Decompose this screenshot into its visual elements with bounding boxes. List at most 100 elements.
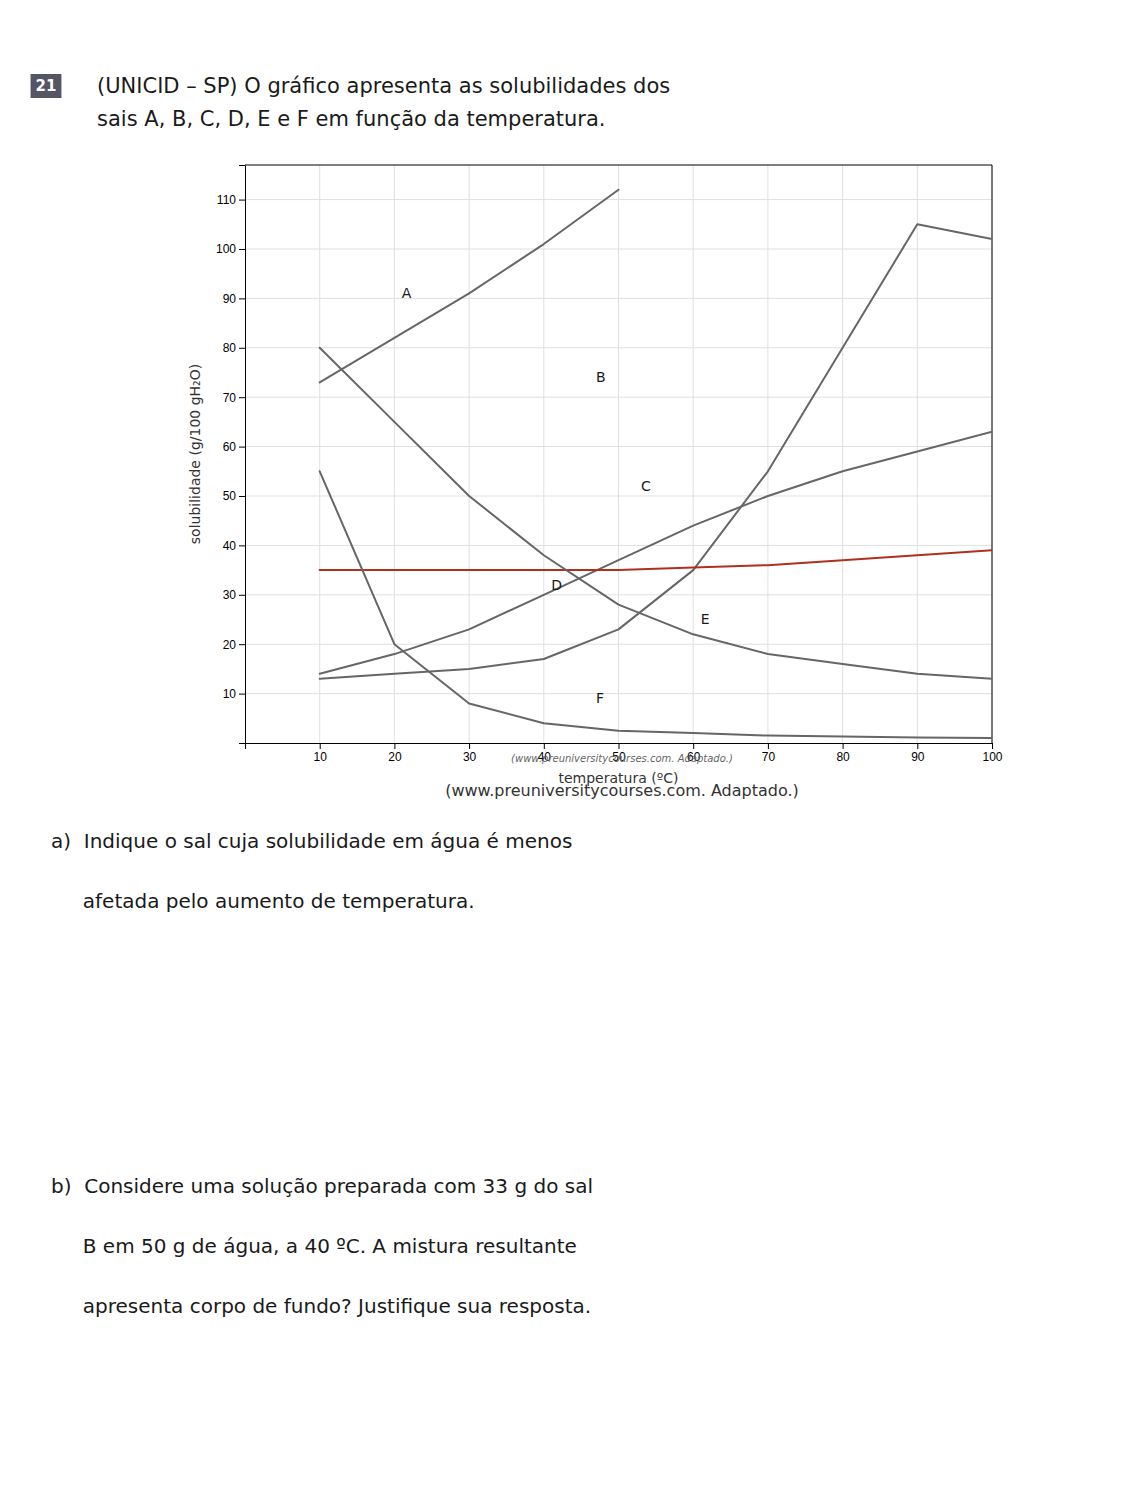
source: (www.preuniversitycourses.com. Adaptado.… — [511, 753, 733, 764]
tick-label: 80 — [836, 750, 850, 764]
tick: 80 — [223, 341, 245, 355]
tick: 20 — [223, 638, 245, 652]
lines — [320, 190, 992, 738]
source: (www.preuniversitycourses.com. Adaptado.… — [445, 781, 799, 800]
tick-label: 50 — [223, 489, 237, 503]
frame-line — [992, 165, 993, 743]
tick-label: 100 — [216, 242, 236, 256]
tick: 110 — [217, 193, 245, 207]
grid-line-x — [543, 165, 544, 743]
axis-line — [246, 744, 993, 750]
tick-label: 70 — [762, 750, 776, 764]
grid-line-y — [245, 644, 992, 645]
curve-label: E — [701, 611, 710, 627]
tick-label: 10 — [314, 750, 328, 764]
tick-label: 20 — [223, 638, 237, 652]
tick-label: 20 — [388, 750, 402, 764]
tick: 10 — [223, 687, 245, 701]
number-box-bg — [31, 74, 62, 98]
curve-label: B — [596, 369, 606, 385]
curve-label: F — [596, 690, 604, 706]
tick-mark — [239, 298, 245, 299]
tick-mark — [239, 545, 245, 546]
curve-labels: A B C D E F — [402, 285, 710, 706]
tick-mark — [239, 644, 245, 645]
tick: 30 — [463, 743, 477, 764]
y-axis: 10 20 30 40 50 60 70 80 90 100 110 — [216, 166, 246, 744]
grid-line-x — [917, 165, 918, 743]
tick-mark — [768, 743, 769, 749]
grid-line-y — [245, 495, 992, 496]
tick: 90 — [223, 292, 245, 306]
tick-mark — [239, 595, 245, 596]
grid-line-x — [693, 165, 694, 743]
title: sais A, B, C, D, E e F em função da temp… — [97, 107, 606, 131]
grid-line-y — [245, 347, 992, 348]
line — [320, 432, 992, 674]
grid-line-y — [245, 397, 992, 398]
tick-mark — [992, 743, 993, 749]
tick: 30 — [223, 588, 245, 602]
tick-mark — [469, 743, 470, 749]
grid-line-y — [245, 693, 992, 694]
tick: 100 — [982, 743, 1002, 764]
tick-label: 60 — [223, 440, 237, 454]
line — [320, 190, 619, 383]
grid-line-x — [767, 165, 768, 743]
grid-line-y — [245, 298, 992, 299]
curve-label: A — [402, 285, 412, 301]
grid-line-y — [245, 199, 992, 200]
tick-label: 110 — [217, 193, 236, 207]
tick: 60 — [223, 440, 245, 454]
tick-mark — [544, 743, 545, 749]
tick-mark — [917, 743, 918, 749]
tick-mark — [843, 743, 844, 749]
tick: 100 — [216, 242, 245, 256]
tick-label: 70 — [223, 391, 237, 405]
tick: 40 — [223, 539, 245, 553]
tick-mark — [239, 397, 245, 398]
question: b) Considere uma solução preparada com 3… — [51, 1174, 593, 1198]
tick-label: 30 — [223, 588, 237, 602]
tick-label: 90 — [911, 750, 925, 764]
grid-line-x — [618, 165, 619, 743]
curve-label: C — [641, 478, 651, 494]
tick: 90 — [911, 743, 925, 764]
grid-line-x — [469, 165, 470, 743]
grid-line-x — [394, 165, 395, 743]
grid-line-y — [245, 545, 992, 546]
tick-mark — [239, 694, 245, 695]
grid-line-x — [319, 165, 320, 743]
curve-label: D — [551, 577, 562, 593]
x-axis: 102030405060708090100 — [246, 743, 1003, 764]
axis-line — [239, 166, 246, 744]
tick-mark — [693, 743, 694, 749]
title: (UNICID – SP) O gráfico apresenta as sol… — [97, 74, 670, 98]
grid — [245, 165, 992, 743]
grid-line-y — [245, 446, 992, 447]
tick-mark — [320, 743, 321, 749]
tick: 80 — [836, 743, 850, 764]
tick: 10 — [314, 743, 328, 764]
line — [320, 348, 992, 679]
question: B em 50 g de água, a 40 ºC. A mistura re… — [51, 1234, 577, 1258]
tick-mark — [239, 447, 245, 448]
grid-line-y — [245, 248, 992, 249]
tick-mark — [239, 496, 245, 497]
tick: 70 — [762, 743, 776, 764]
grid-line-y — [245, 594, 992, 595]
line — [320, 224, 992, 678]
tick: 70 — [223, 391, 245, 405]
tick-label: 100 — [982, 750, 1002, 764]
question: apresenta corpo de fundo? Justifique sua… — [51, 1294, 591, 1318]
tick-mark — [619, 743, 620, 749]
line — [320, 550, 992, 570]
page: 21 (UNICID – SP) O gráfico apresenta as s… — [0, 0, 1141, 1501]
question: afetada pelo aumento de temperatura. — [51, 889, 475, 913]
tick-mark — [239, 200, 245, 201]
number-label: 21 — [36, 77, 57, 95]
y-axis-title: solubilidade (g/100 gH₂O) — [187, 364, 203, 544]
tick: 50 — [223, 489, 245, 503]
tick-mark — [239, 249, 245, 250]
grid-line-x — [842, 165, 843, 743]
